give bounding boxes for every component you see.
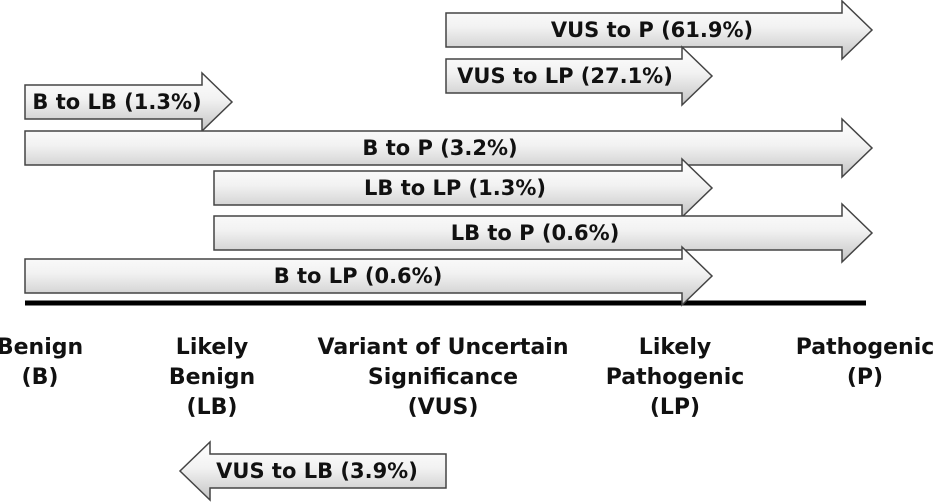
transition-arrow: B to P (3.2%) bbox=[24, 117, 874, 179]
arrow-shape bbox=[213, 157, 714, 219]
transition-arrow: B to LP (0.6%) bbox=[24, 245, 714, 307]
category-line: Benign bbox=[168, 365, 256, 390]
arrow-label: B to P (3.2%) bbox=[362, 136, 517, 160]
arrow-shape bbox=[445, 45, 714, 107]
category-line: (B) bbox=[21, 365, 59, 390]
category-benign: Benign (B) bbox=[0, 333, 100, 393]
category-likely-pathogenic: Likely Pathogenic (LP) bbox=[590, 333, 760, 423]
transition-arrow: LB to P (0.6%) bbox=[213, 202, 874, 264]
category-line: (LB) bbox=[186, 395, 238, 420]
category-vus: Variant of Uncertain Significance (VUS) bbox=[308, 333, 578, 423]
arrow-label: VUS to LB (3.9%) bbox=[216, 459, 418, 483]
arrow-shape bbox=[24, 245, 714, 307]
arrow-shape bbox=[24, 71, 234, 133]
category-line: Pathogenic bbox=[605, 365, 745, 390]
category-line: (P) bbox=[846, 365, 884, 390]
category-line: Benign bbox=[0, 335, 84, 360]
transition-arrow: LB to LP (1.3%) bbox=[213, 157, 714, 219]
category-line: Significance bbox=[367, 365, 519, 390]
category-line: Variant of Uncertain bbox=[317, 335, 569, 360]
arrow-label: B to LB (1.3%) bbox=[32, 90, 201, 114]
category-line: Pathogenic bbox=[795, 335, 933, 360]
arrow-shape bbox=[445, 0, 874, 61]
arrow-label: LB to LP (1.3%) bbox=[364, 176, 546, 200]
transition-arrow: B to LB (1.3%) bbox=[24, 71, 234, 133]
arrow-shape bbox=[24, 117, 874, 179]
arrow-shape bbox=[178, 440, 447, 502]
transition-arrow: VUS to P (61.9%) bbox=[445, 0, 874, 61]
category-line: (LP) bbox=[649, 395, 701, 420]
arrow-label: VUS to LP (27.1%) bbox=[457, 64, 673, 88]
arrow-shape bbox=[213, 202, 874, 264]
category-likely-benign: Likely Benign (LB) bbox=[152, 333, 272, 423]
transition-arrow: VUS to LP (27.1%) bbox=[445, 45, 714, 107]
category-line: Likely bbox=[175, 335, 249, 360]
category-line: (VUS) bbox=[407, 395, 479, 420]
arrow-label: B to LP (0.6%) bbox=[274, 264, 443, 288]
category-line: Likely bbox=[638, 335, 712, 360]
category-pathogenic: Pathogenic (P) bbox=[785, 333, 933, 393]
transition-arrow: VUS to LB (3.9%) bbox=[178, 440, 447, 502]
arrow-label: LB to P (0.6%) bbox=[451, 221, 620, 245]
arrow-label: VUS to P (61.9%) bbox=[551, 18, 753, 42]
